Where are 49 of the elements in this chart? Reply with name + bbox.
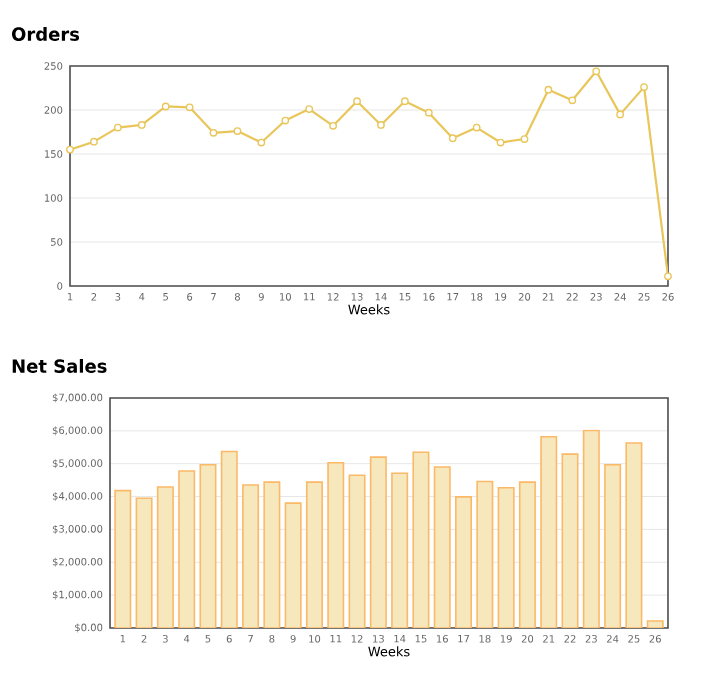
point bbox=[544, 85, 553, 94]
point bbox=[113, 123, 122, 132]
bar bbox=[625, 442, 643, 628]
bar bbox=[561, 453, 579, 628]
point bbox=[329, 121, 338, 130]
bar bbox=[348, 474, 366, 628]
point bbox=[90, 137, 98, 146]
point bbox=[424, 108, 433, 117]
point bbox=[496, 138, 505, 147]
point bbox=[353, 97, 361, 106]
bar bbox=[156, 486, 174, 628]
bar bbox=[497, 486, 515, 628]
bar bbox=[433, 466, 451, 628]
point bbox=[377, 121, 385, 129]
bar bbox=[220, 450, 238, 628]
point bbox=[305, 105, 314, 114]
point bbox=[472, 123, 481, 132]
chart-title: Net Sales bbox=[12, 359, 107, 373]
point bbox=[257, 138, 266, 147]
point bbox=[616, 110, 625, 119]
point bbox=[448, 134, 457, 143]
point bbox=[520, 135, 529, 143]
point bbox=[137, 121, 146, 129]
point bbox=[640, 83, 648, 92]
point bbox=[664, 272, 672, 281]
bar bbox=[476, 480, 494, 628]
bar bbox=[412, 451, 430, 628]
bar bbox=[285, 503, 301, 628]
chart-title: Orders bbox=[11, 27, 80, 41]
point bbox=[592, 67, 601, 76]
point bbox=[161, 102, 170, 111]
point bbox=[66, 145, 74, 154]
bar bbox=[263, 481, 281, 628]
bar bbox=[199, 463, 217, 628]
bar bbox=[369, 456, 387, 628]
point bbox=[233, 127, 242, 136]
point bbox=[209, 128, 218, 137]
bar bbox=[604, 463, 622, 628]
point bbox=[568, 96, 577, 105]
bar bbox=[178, 470, 196, 628]
bar bbox=[327, 461, 345, 628]
point bbox=[185, 103, 194, 112]
bar bbox=[391, 472, 409, 628]
bar bbox=[582, 429, 600, 628]
point bbox=[281, 116, 290, 125]
point bbox=[400, 97, 409, 106]
bar bbox=[114, 489, 132, 628]
bar bbox=[540, 435, 558, 628]
bar bbox=[135, 497, 153, 628]
